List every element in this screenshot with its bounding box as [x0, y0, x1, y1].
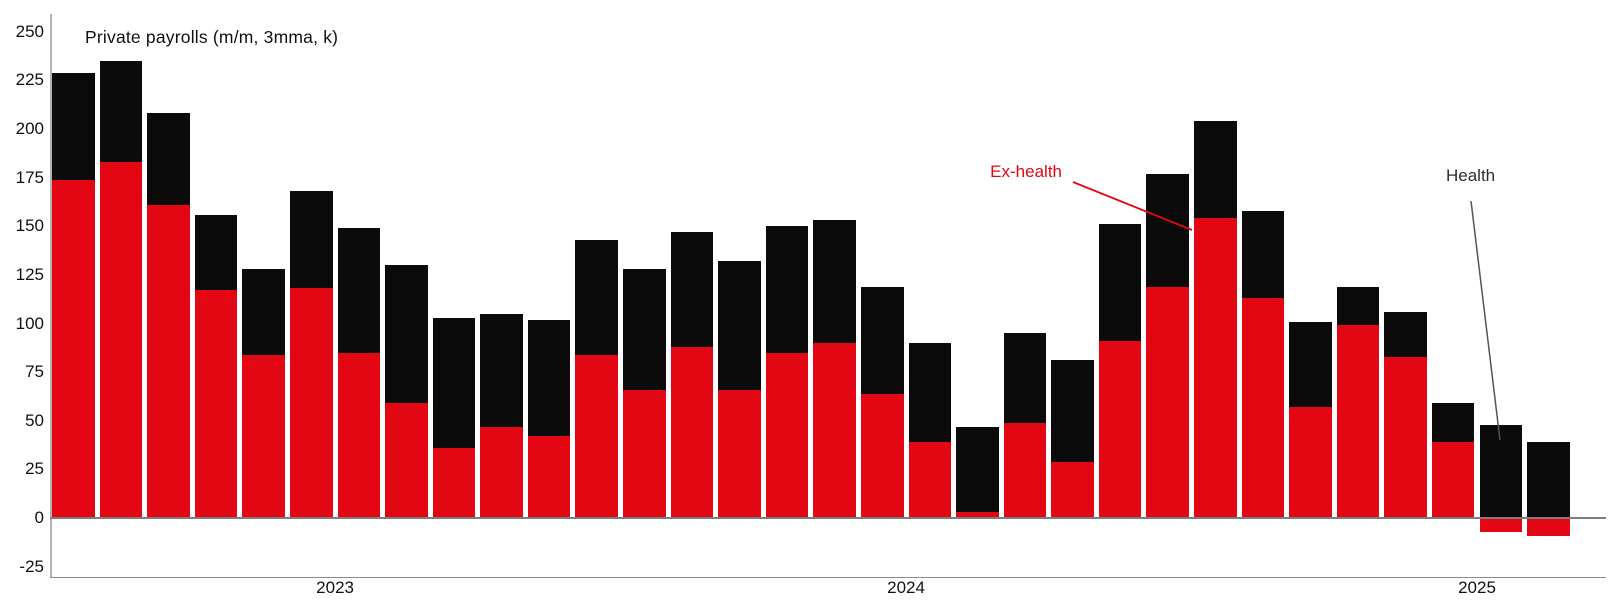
y-axis-tick-label: 100	[15, 313, 44, 333]
bar-segment-health	[860, 286, 904, 394]
bar-segment-ex-health	[290, 288, 333, 518]
bar-segment-health	[1051, 360, 1094, 462]
bar-segment-health	[1289, 321, 1332, 408]
bar-segment-ex-health	[575, 354, 619, 518]
y-axis-tick-label: -25	[19, 556, 44, 576]
bar-segment-ex-health	[99, 162, 143, 518]
bar-segment-ex-health	[194, 290, 238, 518]
bar-segment-ex-health	[1051, 461, 1094, 518]
bar-segment-health	[99, 60, 143, 163]
bar-segment-ex-health-negative	[1479, 518, 1523, 532]
bar-segment-health	[194, 214, 238, 291]
y-axis-tick-label: 50	[25, 410, 44, 430]
bar-segment-health	[337, 228, 381, 353]
chart-title: Private payrolls (m/m, 3mma, k)	[85, 27, 339, 47]
bar-segment-ex-health	[52, 179, 95, 518]
bar-segment-ex-health	[337, 352, 381, 518]
bar-segment-ex-health	[860, 393, 904, 518]
bar-segment-ex-health	[908, 442, 952, 518]
bar-segment-health	[765, 226, 809, 353]
bar-segment-health	[1431, 403, 1475, 443]
bar-segment-ex-health	[1289, 407, 1332, 518]
bar-segment-health	[147, 113, 190, 205]
bar-segment-ex-health	[718, 389, 761, 518]
bar-segment-health	[1241, 210, 1285, 299]
bar-segment-health	[527, 319, 571, 437]
bar-segment-ex-health	[1098, 341, 1142, 518]
bar-segment-health	[432, 317, 476, 448]
bar-segment-health	[52, 72, 95, 180]
y-axis-tick-label: 125	[15, 264, 44, 284]
bar-segment-health	[1527, 442, 1570, 518]
y-axis-tick-label: 75	[25, 362, 44, 382]
bar-segment-ex-health	[480, 426, 523, 518]
y-axis-tick-label: 0	[34, 508, 44, 527]
health-annotation-label: Health	[1446, 166, 1496, 185]
bar-segment-ex-health-negative	[1527, 518, 1570, 536]
bar-segment-health	[385, 265, 428, 404]
bar-segment-ex-health	[385, 403, 428, 518]
bar-segment-ex-health	[956, 512, 999, 518]
bar-segment-health	[1336, 286, 1380, 326]
health-pointer-line	[1470, 200, 1501, 441]
bar-segment-health	[908, 342, 952, 443]
bar-segment-health	[670, 232, 714, 347]
x-axis-tick-label: 2024	[887, 578, 925, 597]
bar-segment-health	[1384, 311, 1427, 357]
x-axis-tick-label: 2025	[1458, 578, 1496, 597]
bar-segment-ex-health	[670, 346, 714, 518]
bar-segment-health	[480, 313, 523, 427]
x-axis-tick-label: 2023	[316, 578, 354, 597]
bar-segment-ex-health	[623, 389, 666, 518]
bar-segment-health	[718, 261, 761, 390]
bar-segment-ex-health	[432, 447, 476, 518]
bar-segment-ex-health	[1336, 325, 1380, 518]
y-axis-tick-label: 250	[15, 21, 44, 41]
bar-segment-health	[623, 269, 666, 390]
x-axis-frame-line	[50, 577, 1606, 578]
bar-segment-ex-health	[242, 354, 285, 518]
bar-segment-health	[575, 239, 619, 355]
bar-segment-health	[242, 269, 285, 355]
bar-segment-ex-health	[1194, 218, 1237, 518]
bar-segment-health	[1098, 224, 1142, 341]
bar-segment-health	[1003, 333, 1047, 423]
bar-segment-ex-health	[1003, 422, 1047, 518]
bar-segment-ex-health	[1146, 286, 1190, 518]
bar-segment-health	[1146, 173, 1190, 287]
bar-segment-ex-health	[1384, 356, 1427, 518]
bar-segment-health	[290, 191, 333, 289]
ex-health-annotation-label: Ex-health	[990, 162, 1062, 181]
bar-segment-health	[956, 426, 999, 513]
bar-segment-ex-health	[813, 342, 856, 518]
bar-segment-health	[813, 220, 856, 343]
bar-segment-ex-health	[765, 352, 809, 518]
bar-segment-health	[1479, 424, 1523, 518]
bar-segment-ex-health	[147, 204, 190, 518]
y-axis-tick-label: 225	[15, 70, 44, 90]
y-axis-line	[50, 14, 52, 577]
bar-segment-health	[1194, 121, 1237, 219]
y-axis-tick-label: 25	[25, 459, 44, 479]
bar-segment-ex-health	[1241, 298, 1285, 518]
y-axis-tick-label: 200	[15, 119, 44, 138]
y-axis-tick-label: 150	[15, 216, 44, 236]
zero-baseline	[50, 517, 1606, 519]
y-axis-tick-label: 175	[15, 167, 44, 187]
bar-segment-ex-health	[527, 436, 571, 518]
bar-segment-ex-health	[1431, 442, 1475, 518]
